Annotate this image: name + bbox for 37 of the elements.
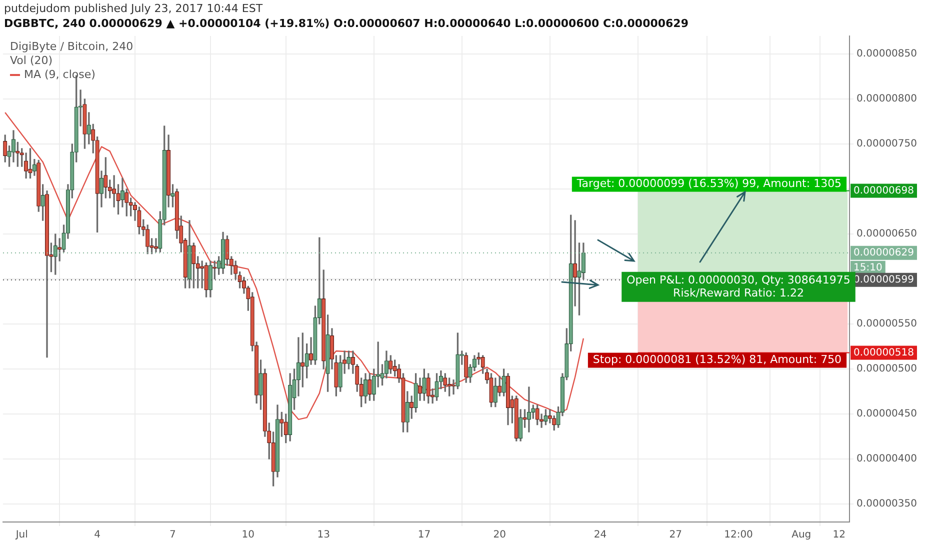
annotation: Open P&L: 0.00000030, Qty: 308641975 Risk/Reward Ratio: 1.22 xyxy=(626,273,850,300)
x-tick-label: 4 xyxy=(94,530,100,541)
x-tick-label: 12 xyxy=(832,530,846,541)
candlestick xyxy=(342,350,347,374)
y-tick-label: 0.00000750 xyxy=(856,138,918,150)
legend-label: MA (9, close) xyxy=(24,68,96,82)
x-tick-label: 13 xyxy=(317,530,330,541)
candlestick xyxy=(309,337,314,365)
annotation: DigiByte / Bitcoin, 240 xyxy=(10,40,134,54)
band-label: Stop: 0.00000081 (13.52%) 81, Amount: 750 xyxy=(592,353,842,366)
y-tick-label: 0.00000650 xyxy=(856,228,918,240)
y-tick-label: 0.00000500 xyxy=(856,364,918,375)
y-tick-label: 0.00000350 xyxy=(856,498,918,510)
candlestick xyxy=(200,260,204,288)
y-tick-label: 0.00000850 xyxy=(856,48,918,60)
x-tick-label: 12:00 xyxy=(724,530,753,541)
x-tick-label: 27 xyxy=(669,530,682,541)
x-tick-label: 10 xyxy=(242,530,255,541)
y-tick-label: 0.00000400 xyxy=(856,454,918,465)
y-tick-label: 0.00000550 xyxy=(856,318,918,330)
ref-line-label: 0.00000518 xyxy=(854,347,914,358)
band-label: Target: 0.00000099 (16.53%) 99, Amount: 1305 xyxy=(576,177,842,190)
y-tick-label: 0.00000800 xyxy=(856,94,918,105)
candlestick xyxy=(526,386,531,432)
ref-line-label: 0.00000599 xyxy=(854,274,914,286)
annotation: Vol (20) xyxy=(10,54,54,68)
x-tick-label: 24 xyxy=(594,530,607,541)
x-tick-label: Jul xyxy=(14,530,28,541)
chart-subtitle: DGBBTC, 240 0.00000629 ▲ +0.00000104 (+19.81%) O:0.00000607 H:0.00000640 L:0.00000600 C:0.00000629 xyxy=(4,17,688,30)
x-tick-label: 20 xyxy=(493,530,506,541)
chart-title: putdejudom published July 23, 2017 10:44 EST xyxy=(4,2,263,15)
y-tick-label: 0.00000450 xyxy=(856,408,918,420)
x-tick-label: Aug xyxy=(792,530,812,541)
ref-line-label: 0.00000629 15:10 xyxy=(854,247,914,274)
ref-line-label: 0.00000698 xyxy=(854,185,914,196)
x-tick-label: 17 xyxy=(418,530,431,541)
x-tick-label: 7 xyxy=(170,530,176,541)
